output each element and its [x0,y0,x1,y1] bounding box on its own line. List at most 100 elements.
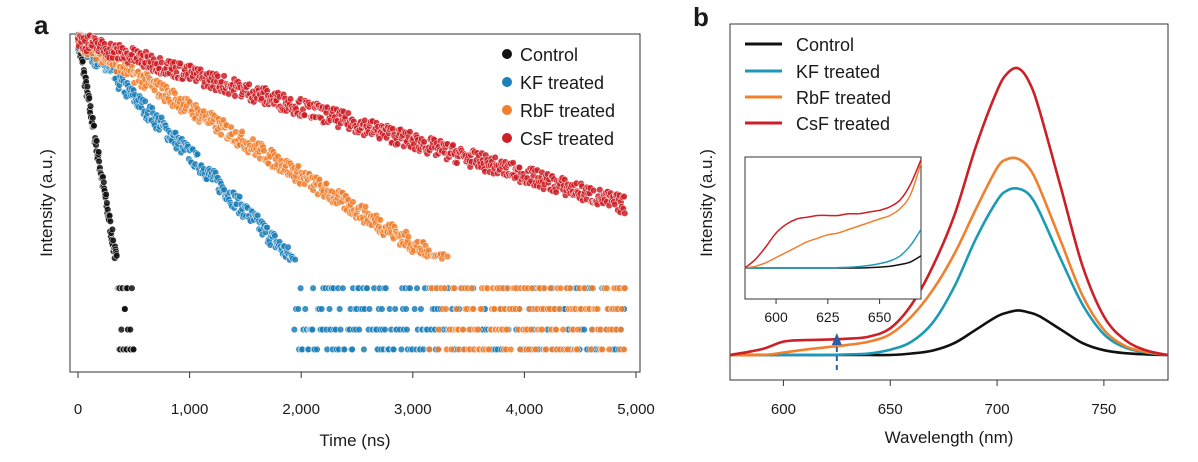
legend-a-label-control: Control [520,45,578,65]
decay-point-rbf [538,326,546,334]
panel-b-legend: Control KF treated RbF treated CsF treat… [745,35,891,134]
decay-point-kf [360,345,368,353]
decay-point-control [109,236,117,244]
decay-point-csf [245,80,253,88]
decay-point-rbf [485,345,493,353]
inset-frame [744,156,922,300]
decay-point-rbf [542,345,550,353]
panel-b-frame [729,23,1169,381]
legend-b-label-kf: KF treated [796,62,880,82]
decay-point-control [106,217,114,225]
decay-point-rbf [477,305,485,313]
inset-lines [744,159,922,269]
decay-point-csf [611,200,619,208]
decay-point-kf [355,326,363,334]
decay-point-rbf [453,305,461,313]
inset-line-kf [745,229,922,269]
decay-point-rbf [376,216,384,224]
decay-point-kf [417,305,425,313]
decay-point-rbf [322,180,330,188]
decay-point-control [93,137,101,145]
decay-point-kf [363,284,371,292]
panel-b-letter: b [693,2,709,32]
panel-a-legend: Control KF treated RbF treated CsF treat… [502,45,615,149]
decay-point-csf [231,92,239,100]
decay-point-rbf [474,326,482,334]
decay-point-rbf [507,345,515,353]
decay-point-kf [382,284,390,292]
b-xtick-label: 750 [1091,401,1116,418]
legend-b-label-rbf: RbF treated [796,88,891,108]
panel-a-points [74,31,629,353]
decay-point-rbf [260,147,268,155]
b-xtick-label: 700 [985,401,1010,418]
legend-a-label-rbf: RbF treated [520,101,615,121]
decay-point-csf [420,138,428,146]
decay-point-csf [300,111,309,119]
panel-b-x-ticks: 600 650 700 750 [771,380,1116,418]
decay-point-rbf [434,345,442,353]
decay-point-kf [411,305,419,313]
decay-point-control [86,102,95,110]
legend-a-marker-rbf [502,105,512,115]
decay-point-kf [284,243,292,251]
a-xtick-label: 4,000 [506,401,544,418]
decay-point-csf [509,159,517,167]
decay-point-kf [294,305,302,313]
decay-point-csf [176,59,184,68]
decay-point-csf [515,163,523,172]
decay-point-kf [406,284,414,292]
decay-point-kf [290,326,298,334]
decay-point-rbf [171,89,179,97]
decay-point-rbf [443,253,452,261]
decay-point-rbf [238,128,246,136]
decay-point-control [95,157,103,165]
decay-point-kf [325,305,334,313]
legend-a-label-kf: KF treated [520,73,604,93]
decay-point-control [129,345,138,353]
decay-point-rbf [555,305,563,313]
decay-point-control [79,57,87,65]
decay-point-control [85,94,93,102]
panel-b-x-label: Wavelength (nm) [885,428,1014,447]
decay-point-rbf [440,284,448,292]
decay-point-csf [552,188,560,196]
panel-a-x-ticks: 0 1,000 2,000 3,000 4,000 5,000 [74,372,655,418]
inset-line-csf [744,159,922,269]
a-xtick-label: 2,000 [282,401,320,418]
decay-point-rbf [564,345,572,353]
decay-point-kf [397,345,405,353]
decay-point-csf [449,141,457,149]
decay-point-kf [391,305,399,313]
decay-point-rbf [580,284,588,292]
decay-point-kf [580,326,588,334]
decay-point-rbf [532,345,540,353]
b-xtick-label: 600 [771,401,796,418]
decay-point-rbf [435,326,443,334]
inset-x-ticks: 600 625 650 [764,299,891,325]
decay-point-kf [390,345,398,353]
inset-xtick-label: 650 [868,309,892,325]
decay-point-control [83,83,91,91]
legend-a-marker-control [502,49,512,59]
decay-point-rbf [404,233,412,241]
decay-point-rbf [552,326,560,334]
inset-line-rbf [744,162,922,269]
decay-point-kf [336,305,344,313]
decay-point-control [100,178,108,186]
panel-b-inset: 600 625 650 [744,156,922,325]
panel-b: b 600 650 700 750 Wavelength (nm) Intensity… [693,2,1169,447]
decay-point-kf [336,326,345,334]
decay-point-rbf [447,345,455,353]
decay-point-kf [297,284,305,292]
panel-a-letter: a [34,10,49,40]
decay-point-csf [620,192,628,201]
decay-point-rbf [617,326,625,334]
decay-point-kf [313,345,321,353]
decay-point-control [113,252,121,260]
legend-b-label-csf: CsF treated [796,114,890,134]
decay-point-control [90,122,98,130]
decay-point-rbf [516,345,524,353]
decay-point-kf [220,186,228,194]
